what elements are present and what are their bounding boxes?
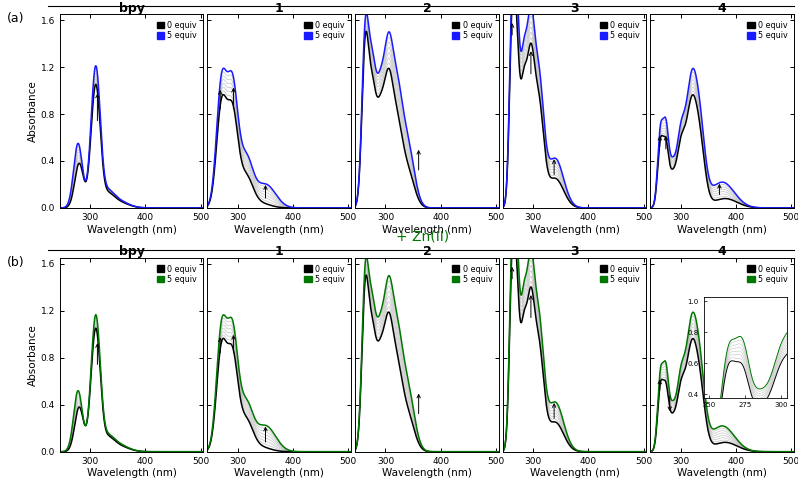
Legend: 0 equiv, 5 equiv: 0 equiv, 5 equiv — [449, 262, 495, 286]
Legend: 0 equiv, 5 equiv: 0 equiv, 5 equiv — [597, 262, 642, 286]
Y-axis label: Absorbance: Absorbance — [28, 324, 38, 386]
Title: 2: 2 — [423, 1, 431, 14]
Legend: 0 equiv, 5 equiv: 0 equiv, 5 equiv — [745, 18, 790, 43]
X-axis label: Wavelength (nm): Wavelength (nm) — [678, 225, 767, 235]
Title: 1: 1 — [275, 1, 283, 14]
Text: (b): (b) — [6, 256, 24, 269]
Title: 2: 2 — [423, 245, 431, 258]
Title: 1: 1 — [275, 245, 283, 258]
Title: 3: 3 — [571, 245, 579, 258]
Text: (a): (a) — [6, 12, 24, 25]
Y-axis label: Absorbance: Absorbance — [28, 80, 38, 142]
Legend: 0 equiv, 5 equiv: 0 equiv, 5 equiv — [154, 18, 200, 43]
X-axis label: Wavelength (nm): Wavelength (nm) — [382, 225, 472, 235]
Title: bpy: bpy — [119, 1, 144, 14]
X-axis label: Wavelength (nm): Wavelength (nm) — [87, 225, 176, 235]
Legend: 0 equiv, 5 equiv: 0 equiv, 5 equiv — [302, 18, 347, 43]
Title: 4: 4 — [718, 1, 726, 14]
X-axis label: Wavelength (nm): Wavelength (nm) — [678, 468, 767, 478]
Legend: 0 equiv, 5 equiv: 0 equiv, 5 equiv — [597, 18, 642, 43]
Legend: 0 equiv, 5 equiv: 0 equiv, 5 equiv — [302, 262, 347, 286]
Title: 4: 4 — [718, 245, 726, 258]
X-axis label: Wavelength (nm): Wavelength (nm) — [382, 468, 472, 478]
Legend: 0 equiv, 5 equiv: 0 equiv, 5 equiv — [154, 262, 200, 286]
Title: bpy: bpy — [119, 245, 144, 258]
X-axis label: Wavelength (nm): Wavelength (nm) — [530, 225, 619, 235]
X-axis label: Wavelength (nm): Wavelength (nm) — [87, 468, 176, 478]
Text: + Zn(II): + Zn(II) — [397, 230, 449, 244]
X-axis label: Wavelength (nm): Wavelength (nm) — [530, 468, 619, 478]
Legend: 0 equiv, 5 equiv: 0 equiv, 5 equiv — [449, 18, 495, 43]
Title: 3: 3 — [571, 1, 579, 14]
X-axis label: Wavelength (nm): Wavelength (nm) — [235, 468, 324, 478]
X-axis label: Wavelength (nm): Wavelength (nm) — [235, 225, 324, 235]
Legend: 0 equiv, 5 equiv: 0 equiv, 5 equiv — [745, 262, 790, 286]
